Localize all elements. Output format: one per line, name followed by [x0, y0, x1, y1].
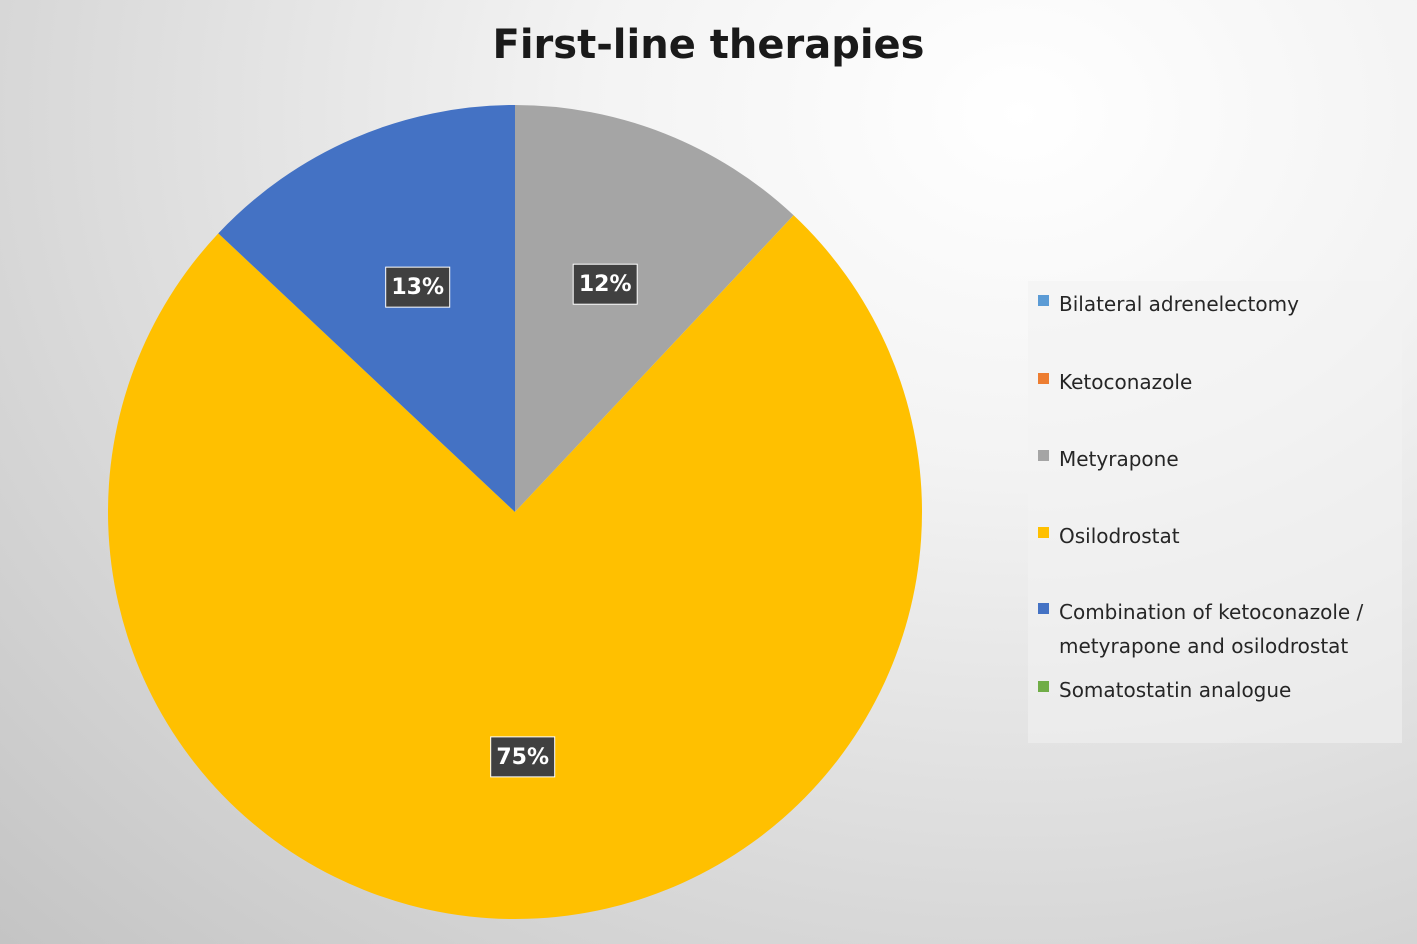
data-label-box	[490, 736, 556, 778]
pie-data-labels: 12% 75% 13%	[385, 263, 638, 778]
legend-item-combination-of-ketoconazole-metyrapone-and-osilodrostat: Combination of ketoconazole / metyrapone …	[1038, 595, 1398, 663]
legend-label: Combination of ketoconazole / metyrapone …	[1059, 600, 1364, 658]
pie-slice-combination-of-ketoconazole-metyrapone-and-osilodrostat	[218, 105, 516, 512]
pie-slice-metyrapone	[515, 105, 794, 512]
legend-item-metyrapone: Metyrapone	[1038, 442, 1398, 476]
legend-swatch	[1038, 681, 1049, 692]
legend-swatch	[1038, 295, 1049, 306]
legend: Bilateral adrenelectomy Ketoconazole Metyr…	[1028, 281, 1402, 743]
pie-slice-osilodrostat	[108, 215, 922, 920]
legend-item-somatostatin-analogue: Somatostatin analogue	[1038, 673, 1398, 707]
data-label-metyrapone: 12%	[572, 263, 638, 305]
legend-item-osilodrostat: Osilodrostat	[1038, 519, 1398, 553]
legend-label: Bilateral adrenelectomy	[1059, 292, 1299, 316]
data-label-osilodrostat: 75%	[490, 736, 556, 778]
data-label-box	[572, 263, 638, 305]
legend-item-ketoconazole: Ketoconazole	[1038, 365, 1398, 399]
legend-swatch	[1038, 450, 1049, 461]
data-label-combination-of-ketoconazole-metyrapone-and-osilodrostat: 13%	[385, 266, 451, 308]
legend-label: Ketoconazole	[1059, 370, 1193, 394]
data-label-text: 12%	[579, 272, 632, 297]
legend-label: Metyrapone	[1059, 447, 1179, 471]
data-label-text: 13%	[391, 275, 444, 300]
legend-label: Somatostatin analogue	[1059, 678, 1292, 702]
data-label-text: 75%	[496, 745, 549, 770]
pie-slices	[108, 105, 922, 920]
chart-title: First-line therapies	[492, 22, 925, 68]
legend-swatch	[1038, 527, 1049, 538]
legend-item-bilateral-adrenelectomy: Bilateral adrenelectomy	[1038, 287, 1398, 321]
legend-label: Osilodrostat	[1059, 524, 1180, 548]
legend-swatch	[1038, 603, 1049, 614]
data-label-box	[385, 266, 451, 308]
legend-swatch	[1038, 373, 1049, 384]
